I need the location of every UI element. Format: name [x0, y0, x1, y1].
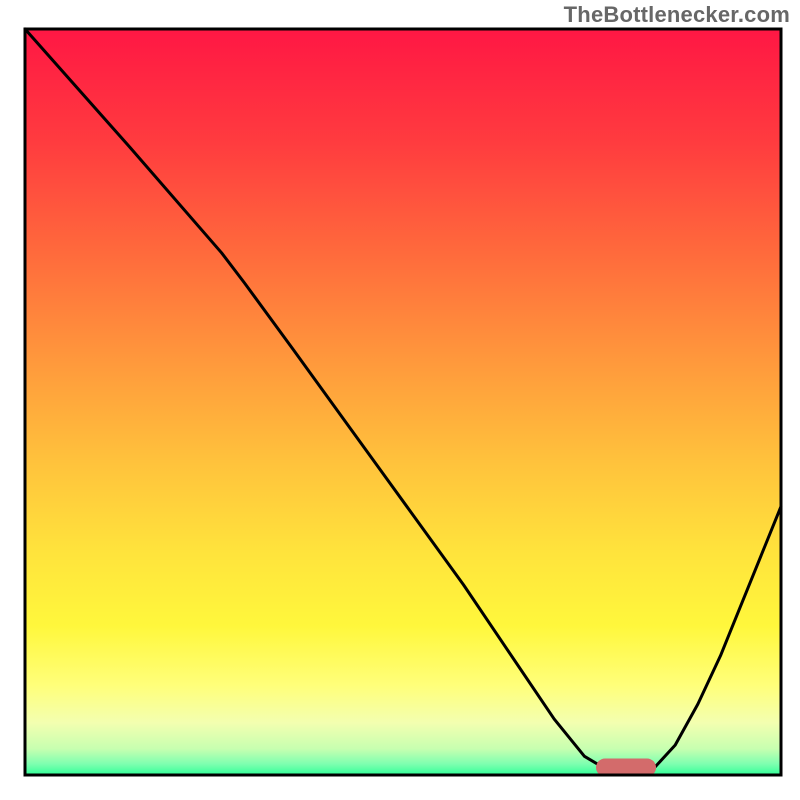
watermark-label: TheBottlenecker.com [564, 2, 790, 28]
gradient-background [25, 29, 781, 775]
chart-root: TheBottlenecker.com [0, 0, 800, 800]
chart-svg [0, 0, 800, 800]
